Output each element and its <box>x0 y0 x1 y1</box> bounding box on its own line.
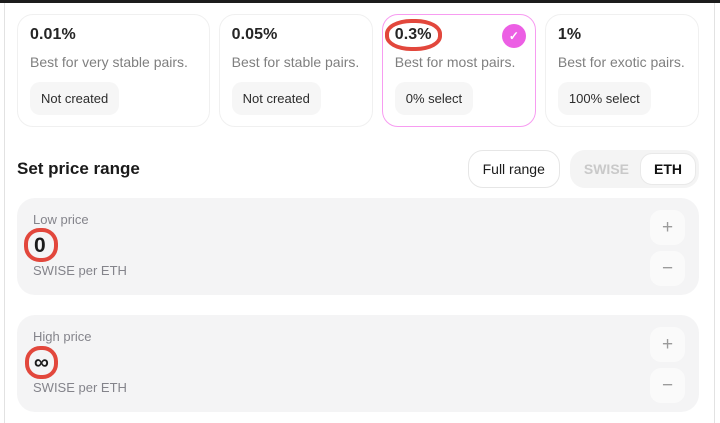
selected-check-icon: ✓ <box>501 24 526 48</box>
fee-tier-value: 0.05% <box>231 26 278 43</box>
high-price-stepper: + − <box>650 327 685 403</box>
fee-tier-status-badge: Not created <box>30 82 120 115</box>
low-price-unit: SWISE per ETH <box>33 263 127 278</box>
fee-tier-value: 0.01% <box>30 26 76 43</box>
fee-tier-card-0.3-selected[interactable]: 0.3% ✓ Best for most pairs. 0% select <box>381 14 536 127</box>
fee-tier-description: Best for exotic pairs. <box>557 54 685 70</box>
high-price-value[interactable]: ∞ <box>25 346 683 379</box>
increment-button[interactable]: + <box>650 327 685 362</box>
toggle-option-eth[interactable]: ETH <box>640 153 696 185</box>
fee-tier-status-badge: 100% select <box>557 82 651 115</box>
plus-icon: + <box>661 217 674 238</box>
high-price-unit: SWISE per ETH <box>33 380 127 395</box>
minus-icon: − <box>661 258 674 279</box>
high-price-card: High price ∞ SWISE per ETH + − <box>17 315 699 412</box>
plus-icon: + <box>661 334 674 355</box>
high-price-label: High price <box>33 329 92 344</box>
currency-toggle: SWISE ETH <box>569 150 699 188</box>
minus-icon: − <box>661 375 674 396</box>
liquidity-modal-body: 0.01% Best for very stable pairs. Not cr… <box>4 3 715 423</box>
price-range-header: Set price range Full range SWISE ETH <box>17 150 699 188</box>
low-price-card: Low price 0 SWISE per ETH + − <box>17 198 699 295</box>
fee-tier-description: Best for very stable pairs. <box>30 54 188 70</box>
fee-tier-status-badge: Not created <box>231 82 321 115</box>
low-price-stepper: + − <box>650 210 685 286</box>
fee-tier-value: 1% <box>557 26 582 43</box>
fee-tier-card-1[interactable]: 1% Best for exotic pairs. 100% select <box>544 14 699 127</box>
price-range-controls: Full range SWISE ETH <box>467 150 699 188</box>
low-price-label: Low price <box>33 212 89 227</box>
fee-tier-description: Best for most pairs. <box>394 54 516 70</box>
section-title: Set price range <box>17 159 140 178</box>
fee-tier-status-badge: 0% select <box>394 82 474 115</box>
window-top-edge <box>0 0 720 3</box>
low-price-value[interactable]: 0 <box>24 228 683 262</box>
fee-tier-card-0.01[interactable]: 0.01% Best for very stable pairs. Not cr… <box>17 14 210 127</box>
increment-button[interactable]: + <box>650 210 685 245</box>
decrement-button[interactable]: − <box>650 368 685 403</box>
decrement-button[interactable]: − <box>650 251 685 286</box>
fee-tier-card-0.05[interactable]: 0.05% Best for stable pairs. Not created <box>218 14 373 127</box>
fee-tier-selector: 0.01% Best for very stable pairs. Not cr… <box>17 14 699 127</box>
full-range-button[interactable]: Full range <box>467 150 560 188</box>
fee-tier-description: Best for stable pairs. <box>231 54 360 70</box>
toggle-option-swise[interactable]: SWISE <box>583 161 629 177</box>
